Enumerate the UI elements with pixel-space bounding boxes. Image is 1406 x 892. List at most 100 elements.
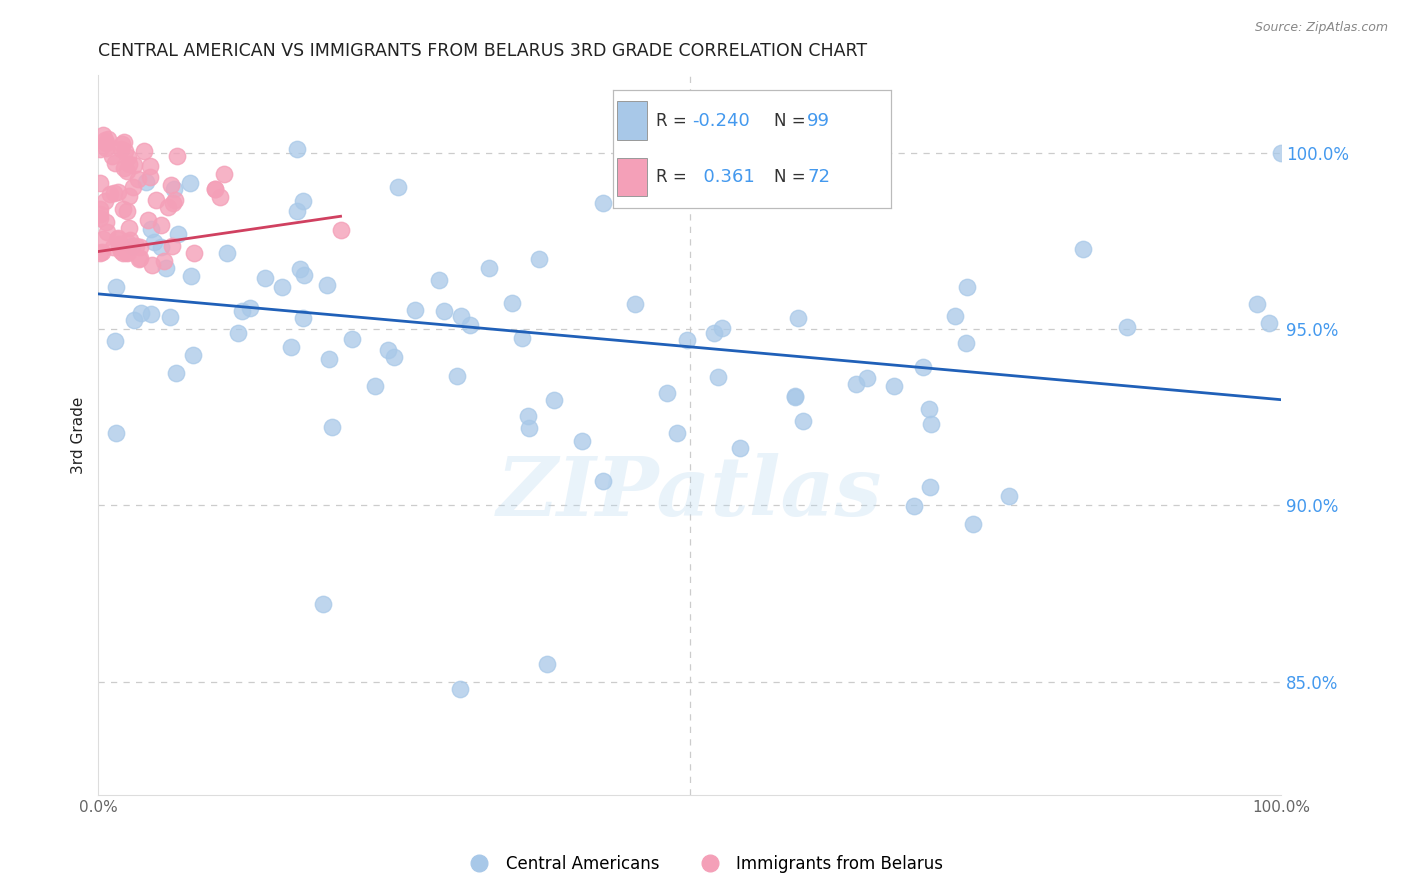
Point <box>363 378 385 392</box>
Point <box>162 195 184 210</box>
Point <box>571 434 593 448</box>
Point <box>96 225 118 239</box>
Point <box>96 215 118 229</box>
Text: CENTRAL AMERICAN VS IMMIGRANTS FROM BELARUS 3RD GRADE CORRELATION CHART: CENTRAL AMERICAN VS IMMIGRANTS FROM BELA… <box>98 42 868 60</box>
Point <box>105 232 128 246</box>
Point <box>710 320 733 334</box>
Point <box>94 140 117 154</box>
Point <box>117 245 139 260</box>
Point <box>104 155 127 169</box>
Point <box>89 202 111 217</box>
Point <box>91 232 114 246</box>
Point <box>96 132 118 146</box>
Point <box>115 235 138 249</box>
Point <box>136 213 159 227</box>
Point <box>104 426 127 441</box>
Point <box>118 221 141 235</box>
Point <box>107 185 129 199</box>
Point <box>449 681 471 696</box>
Point <box>883 379 905 393</box>
Point <box>89 207 111 221</box>
Point <box>623 297 645 311</box>
Point <box>107 231 129 245</box>
Point <box>510 331 533 345</box>
Point <box>93 194 115 208</box>
Point <box>329 223 352 237</box>
Point <box>956 280 979 294</box>
Point <box>112 161 135 176</box>
Point <box>377 343 399 357</box>
Point <box>111 136 134 151</box>
Point <box>163 182 186 196</box>
Point <box>918 480 941 494</box>
Point <box>89 245 111 260</box>
Point <box>135 175 157 189</box>
Point <box>122 179 145 194</box>
Point <box>91 245 114 260</box>
Point <box>117 150 139 164</box>
Point <box>166 227 188 241</box>
Point <box>382 350 405 364</box>
Point <box>155 260 177 275</box>
Point <box>920 417 942 431</box>
Point <box>845 376 868 391</box>
Point <box>121 239 143 253</box>
Point <box>110 244 132 259</box>
Point <box>125 239 148 253</box>
Point <box>118 189 141 203</box>
Point <box>676 333 699 347</box>
Point <box>783 390 806 404</box>
Point <box>231 304 253 318</box>
Point <box>163 193 186 207</box>
Point <box>1258 316 1281 330</box>
Point <box>215 246 238 260</box>
Point <box>253 271 276 285</box>
Point <box>96 136 118 150</box>
Point <box>943 310 966 324</box>
Point <box>141 307 163 321</box>
Point <box>122 313 145 327</box>
Point <box>280 340 302 354</box>
Point <box>270 280 292 294</box>
Point <box>446 369 468 384</box>
Point <box>783 389 806 403</box>
Point <box>141 258 163 272</box>
Point <box>115 246 138 260</box>
Point <box>226 326 249 340</box>
Point <box>89 177 111 191</box>
Point <box>108 236 131 251</box>
Text: ZIPatlas: ZIPatlas <box>496 452 882 533</box>
Point <box>181 348 204 362</box>
Point <box>787 310 810 325</box>
Point <box>703 326 725 340</box>
Point <box>150 218 173 232</box>
Point <box>321 419 343 434</box>
Point <box>132 145 155 159</box>
Point <box>166 149 188 163</box>
Point <box>114 145 136 159</box>
Point <box>129 240 152 254</box>
Point <box>1071 242 1094 256</box>
Point <box>129 251 152 265</box>
Point <box>139 169 162 184</box>
Point <box>180 269 202 284</box>
Point <box>792 414 814 428</box>
Point <box>450 309 472 323</box>
Point <box>204 182 226 196</box>
Point <box>316 278 339 293</box>
Point <box>340 332 363 346</box>
Point <box>478 261 501 276</box>
Point <box>91 128 114 143</box>
Point <box>292 311 315 326</box>
Point <box>110 240 132 254</box>
Point <box>117 163 139 178</box>
Point <box>460 318 482 333</box>
Point <box>955 335 977 350</box>
Point <box>104 334 127 349</box>
Point <box>117 157 139 171</box>
Point <box>903 499 925 513</box>
Point <box>387 180 409 194</box>
Point <box>128 252 150 267</box>
Point <box>103 186 125 201</box>
Point <box>127 172 149 186</box>
